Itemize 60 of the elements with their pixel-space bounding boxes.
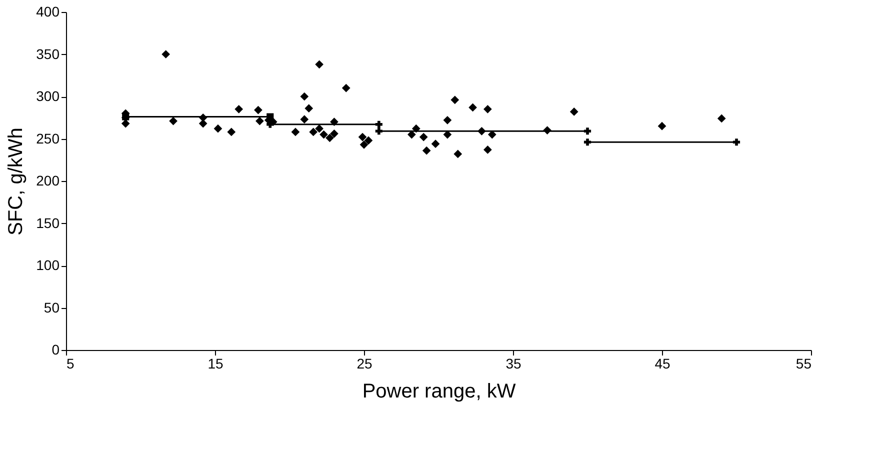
point <box>291 128 300 136</box>
point <box>304 104 314 113</box>
point <box>300 92 309 101</box>
y-tick-label: 50 <box>44 299 60 316</box>
point <box>422 146 431 155</box>
point <box>360 140 368 149</box>
point <box>454 150 462 158</box>
point <box>214 124 222 133</box>
point <box>375 128 382 135</box>
point <box>658 122 666 130</box>
point <box>443 130 452 139</box>
point <box>483 146 492 154</box>
point <box>407 130 416 139</box>
x-tick-label: 55 <box>796 356 812 372</box>
point <box>162 50 170 58</box>
x-tick-label: 25 <box>356 356 372 372</box>
point <box>732 138 740 146</box>
point <box>419 132 428 142</box>
y-tick-label: 300 <box>36 88 60 104</box>
y-tick-label: 350 <box>36 46 60 62</box>
point <box>266 113 274 120</box>
x-tick-label: 45 <box>654 356 670 372</box>
point <box>570 108 578 116</box>
point <box>326 134 334 142</box>
point <box>443 116 452 124</box>
x-tick-label: 5 <box>66 356 74 372</box>
point <box>483 104 492 114</box>
point <box>122 113 130 120</box>
point <box>315 60 324 69</box>
point <box>300 115 309 124</box>
point <box>358 132 367 142</box>
point <box>431 140 440 148</box>
point <box>234 104 244 114</box>
point <box>320 130 328 139</box>
y-tick-label: 150 <box>36 214 60 231</box>
point <box>342 84 350 92</box>
x-tick-label: 15 <box>208 356 224 372</box>
y-axis-title: SFC, g/kWh <box>5 128 28 236</box>
point <box>450 96 460 104</box>
x-axis-title: Power range, kW <box>362 380 516 402</box>
point <box>330 129 338 138</box>
point <box>717 114 726 123</box>
point <box>364 136 373 145</box>
y-tick-label: 0 <box>52 342 60 358</box>
point <box>375 120 382 128</box>
y-tick-label: 250 <box>36 130 60 146</box>
point <box>169 116 178 126</box>
y-tick-label: 200 <box>36 172 60 188</box>
point <box>227 128 236 136</box>
point <box>254 106 262 114</box>
y-tick-label: 100 <box>36 257 60 273</box>
point <box>488 130 496 139</box>
y-tick-label: 400 <box>36 4 60 20</box>
point <box>584 128 592 135</box>
point <box>256 116 264 126</box>
point <box>584 138 592 146</box>
point <box>468 103 477 112</box>
point <box>315 124 324 133</box>
x-tick-label: 35 <box>506 356 522 372</box>
point <box>309 128 318 136</box>
